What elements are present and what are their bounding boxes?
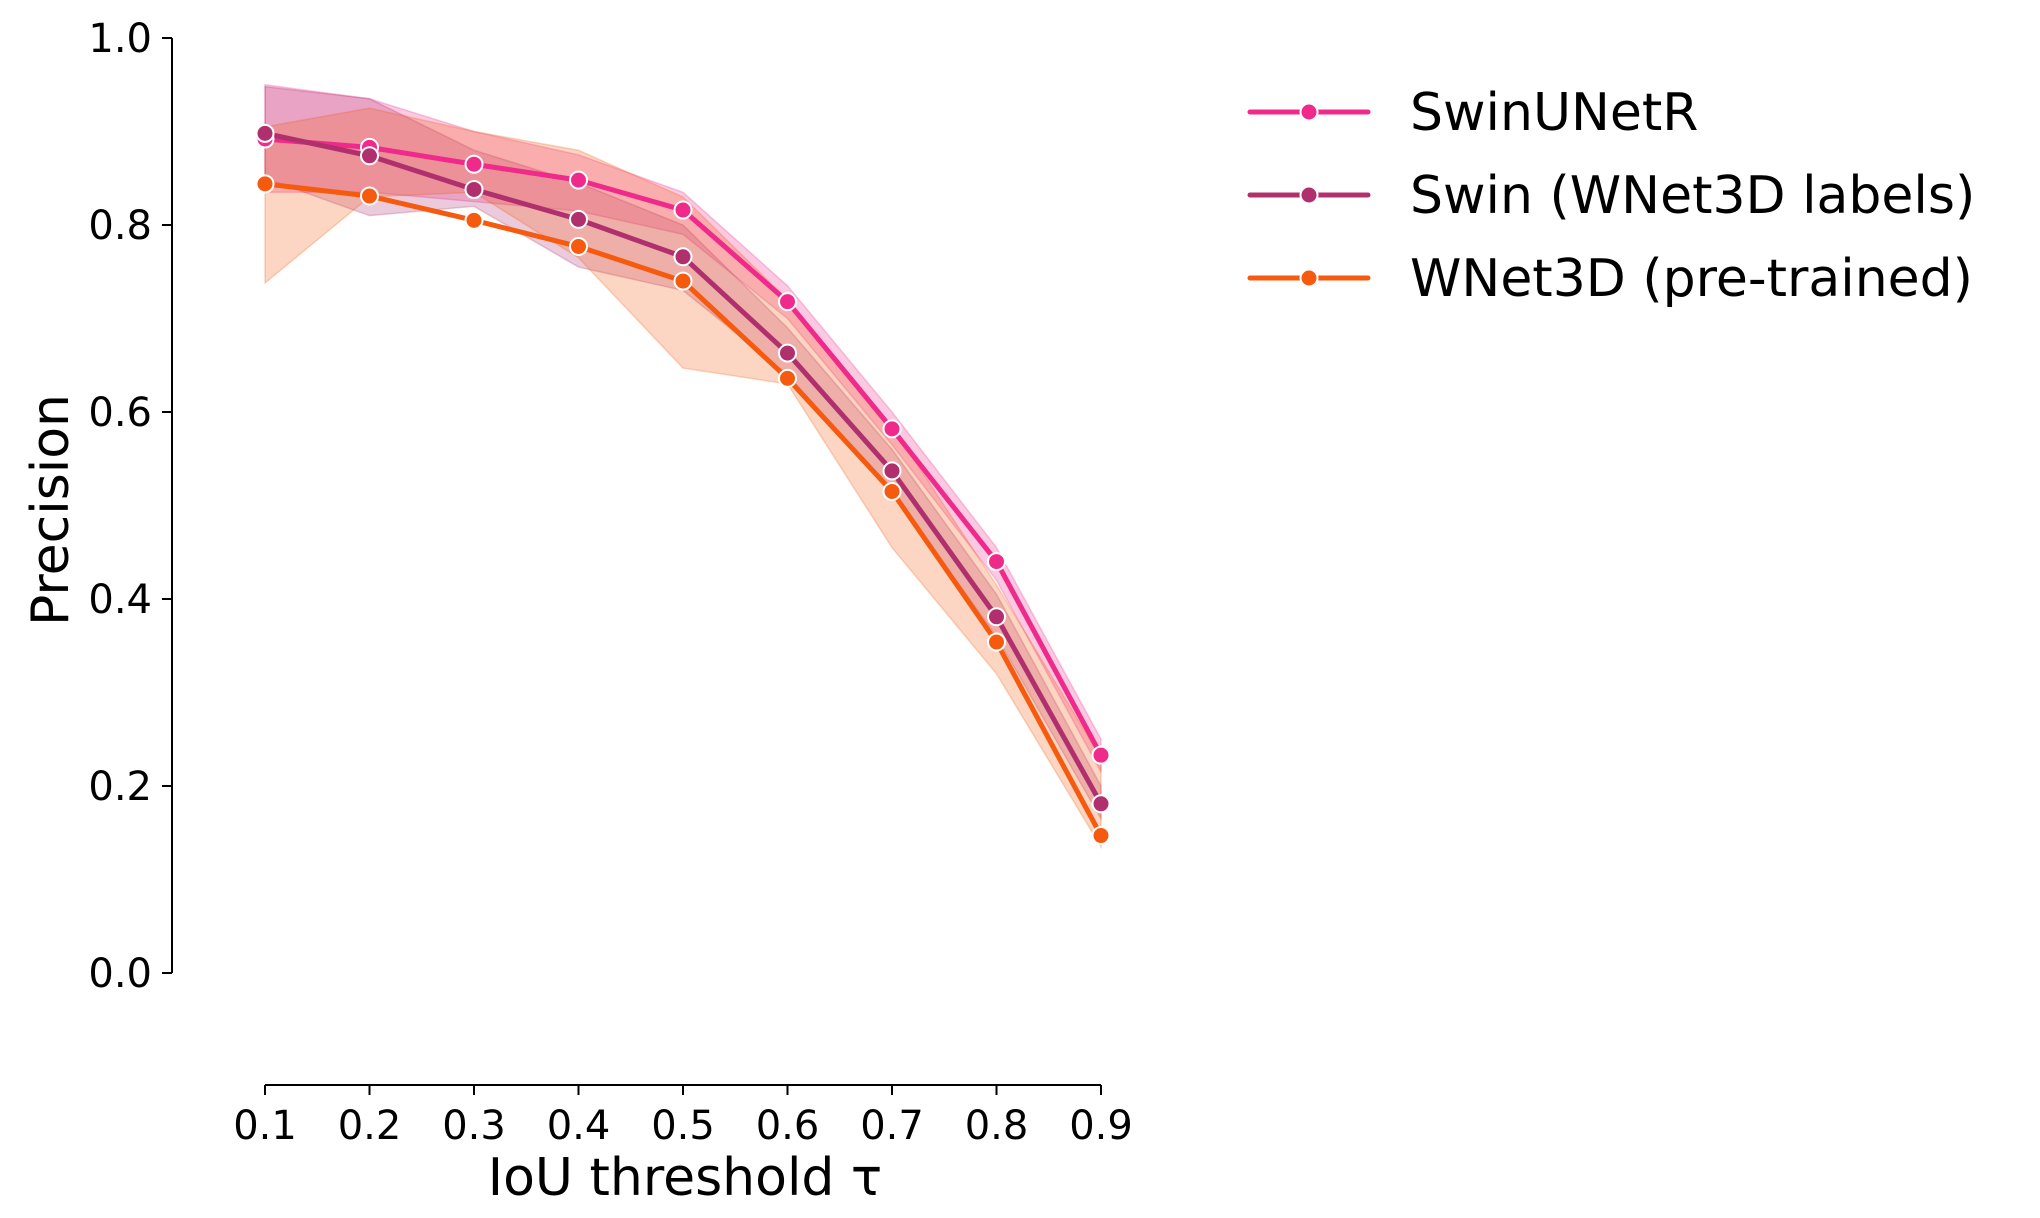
x-axis-title: IoU threshold τ bbox=[488, 1148, 882, 1208]
y-tick-label: 0.4 bbox=[88, 577, 152, 623]
data-point-s1-6 bbox=[882, 461, 902, 481]
x-tick-label: 0.4 bbox=[547, 1103, 611, 1149]
data-point-s1-7 bbox=[987, 607, 1006, 627]
data-point-s0-8 bbox=[1091, 745, 1111, 765]
legend-marker-1 bbox=[1299, 185, 1319, 205]
legend-marker-0 bbox=[1299, 102, 1319, 122]
x-tick-label: 0.6 bbox=[756, 1103, 820, 1149]
x-tick-label: 0.5 bbox=[651, 1103, 715, 1149]
y-tick-label: 0.0 bbox=[88, 951, 152, 997]
x-tick-label: 0.7 bbox=[860, 1103, 924, 1149]
data-point-s1-1 bbox=[360, 146, 379, 166]
data-point-s1-0 bbox=[255, 123, 275, 143]
legend-label-1: Swin (WNet3D labels) bbox=[1410, 166, 1975, 226]
data-point-s0-4 bbox=[673, 200, 693, 220]
data-point-s1-8 bbox=[1091, 794, 1111, 814]
y-tick-label: 0.2 bbox=[88, 764, 152, 810]
data-point-s2-0 bbox=[255, 174, 275, 194]
x-tick-label: 0.2 bbox=[338, 1103, 402, 1149]
data-point-s0-7 bbox=[987, 552, 1006, 572]
data-point-s1-3 bbox=[569, 209, 588, 229]
data-point-s0-2 bbox=[464, 154, 484, 174]
legend: SwinUNetR Swin (WNet3D labels) WNet3D (pre… bbox=[1247, 83, 1975, 309]
legend-label-2: WNet3D (pre-trained) bbox=[1410, 249, 1973, 309]
y-tick-label: 1.0 bbox=[88, 16, 152, 62]
data-point-s0-5 bbox=[778, 292, 797, 312]
data-point-s1-2 bbox=[464, 179, 484, 199]
data-point-s2-2 bbox=[464, 210, 484, 230]
data-point-s1-4 bbox=[673, 247, 693, 267]
data-point-s2-8 bbox=[1091, 826, 1111, 846]
x-tick-label: 0.1 bbox=[233, 1103, 297, 1149]
legend-marker-2 bbox=[1299, 268, 1319, 288]
legend-label-0: SwinUNetR bbox=[1410, 83, 1698, 143]
data-point-s0-6 bbox=[882, 419, 902, 439]
data-point-s2-4 bbox=[673, 271, 693, 291]
data-point-s2-6 bbox=[882, 481, 902, 501]
data-point-s1-5 bbox=[778, 343, 797, 363]
x-tick-label: 0.3 bbox=[442, 1103, 506, 1149]
data-point-s0-3 bbox=[569, 170, 588, 190]
data-point-s2-1 bbox=[360, 186, 379, 206]
x-tick-label: 0.9 bbox=[1069, 1103, 1133, 1149]
series-points bbox=[255, 123, 1111, 846]
data-point-s2-3 bbox=[569, 237, 588, 257]
x-axis: 0.1 0.2 0.3 0.4 0.5 0.6 0.7 0.8 0.9 bbox=[233, 1084, 1133, 1149]
y-tick-label: 0.6 bbox=[88, 390, 152, 436]
y-axis: 0.0 0.2 0.4 0.6 0.8 1.0 bbox=[88, 16, 173, 997]
y-axis-title: Precision bbox=[21, 394, 81, 626]
data-point-s2-7 bbox=[987, 632, 1006, 652]
x-tick-label: 0.8 bbox=[965, 1103, 1029, 1149]
y-tick-label: 0.8 bbox=[88, 203, 152, 249]
data-point-s2-5 bbox=[778, 368, 797, 388]
